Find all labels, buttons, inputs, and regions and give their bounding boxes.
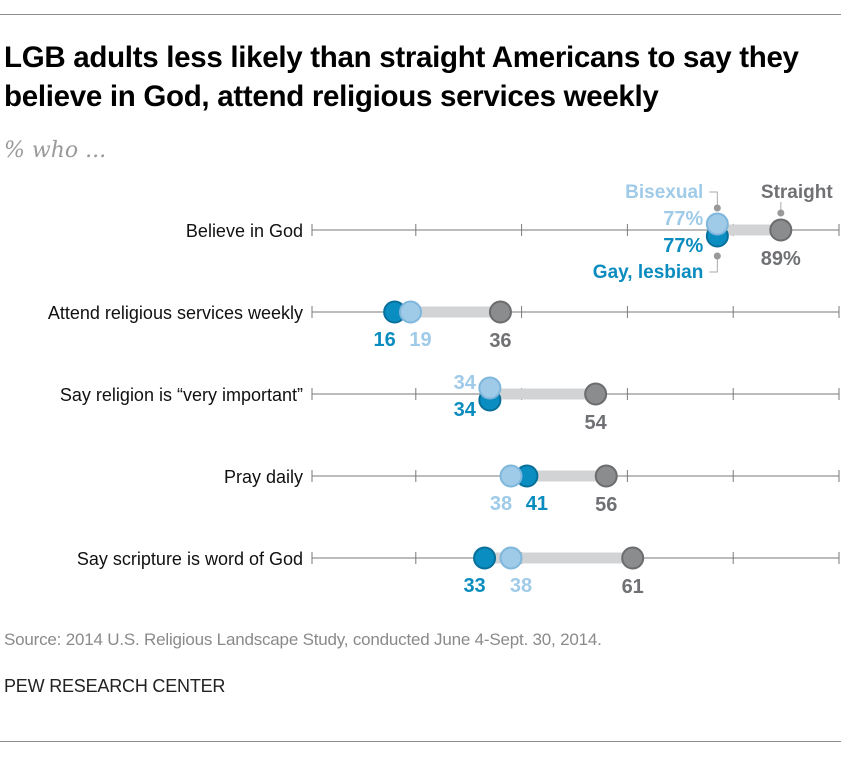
category-label: Say scripture is word of God <box>77 549 303 569</box>
leader-line-bisexual <box>709 191 718 206</box>
value-label-straight: 36 <box>489 330 511 352</box>
dot-straight <box>621 546 645 570</box>
dot-straight <box>769 218 793 242</box>
chart-title: LGB adults less likely than straight Ame… <box>4 41 799 113</box>
value-label-gay-lesbian: 34 <box>454 399 477 421</box>
dot-straight <box>594 464 618 488</box>
value-label-bisexual: 19 <box>409 329 431 351</box>
value-label-gay-lesbian: 41 <box>526 493 548 515</box>
category-label: Attend religious services weekly <box>48 303 303 323</box>
value-label-bisexual: 77% <box>663 208 703 230</box>
leader-dot-bisexual <box>713 204 721 212</box>
leader-dot-straight <box>777 209 785 217</box>
dot-bisexual <box>478 376 502 400</box>
value-label-straight: 89% <box>761 248 801 270</box>
top-rule <box>0 14 841 15</box>
value-label-gay-lesbian: 33 <box>463 575 485 597</box>
category-label: Pray daily <box>224 467 303 487</box>
source-note: Source: 2014 U.S. Religious Landscape St… <box>4 630 602 649</box>
credit: PEW RESEARCH CENTER <box>4 676 226 696</box>
chart-subtitle: % who ... <box>4 138 107 163</box>
value-label-straight: 61 <box>622 576 644 598</box>
legend-bisexual: Bisexual <box>625 182 703 203</box>
dot-bisexual <box>499 464 523 488</box>
category-label: Say religion is “very important” <box>60 385 303 405</box>
bottom-rule <box>0 741 841 742</box>
dot-straight <box>584 382 608 406</box>
value-label-gay-lesbian: 16 <box>374 329 396 351</box>
value-label-bisexual: 34 <box>454 372 477 394</box>
dot-bisexual <box>705 212 729 236</box>
dot-plot: Believe in God 77% 77% 89% Bisexual Gay, lesb… <box>48 182 840 598</box>
leader-line-gay-lesbian <box>709 258 718 273</box>
value-label-bisexual: 38 <box>510 575 532 597</box>
legend-straight: Straight <box>761 182 833 203</box>
dot-gay-lesbian <box>473 546 497 570</box>
legend-gay-lesbian: Gay, lesbian <box>593 262 704 283</box>
dot-bisexual <box>499 546 523 570</box>
value-label-bisexual: 38 <box>490 493 512 515</box>
dot-straight <box>488 300 512 324</box>
dot-bisexual <box>399 300 423 324</box>
value-label-gay-lesbian: 77% <box>663 235 703 257</box>
category-label: Believe in God <box>186 221 303 241</box>
leader-dot-gay-lesbian <box>713 252 721 260</box>
value-label-straight: 56 <box>595 494 617 516</box>
value-label-straight: 54 <box>585 412 608 434</box>
